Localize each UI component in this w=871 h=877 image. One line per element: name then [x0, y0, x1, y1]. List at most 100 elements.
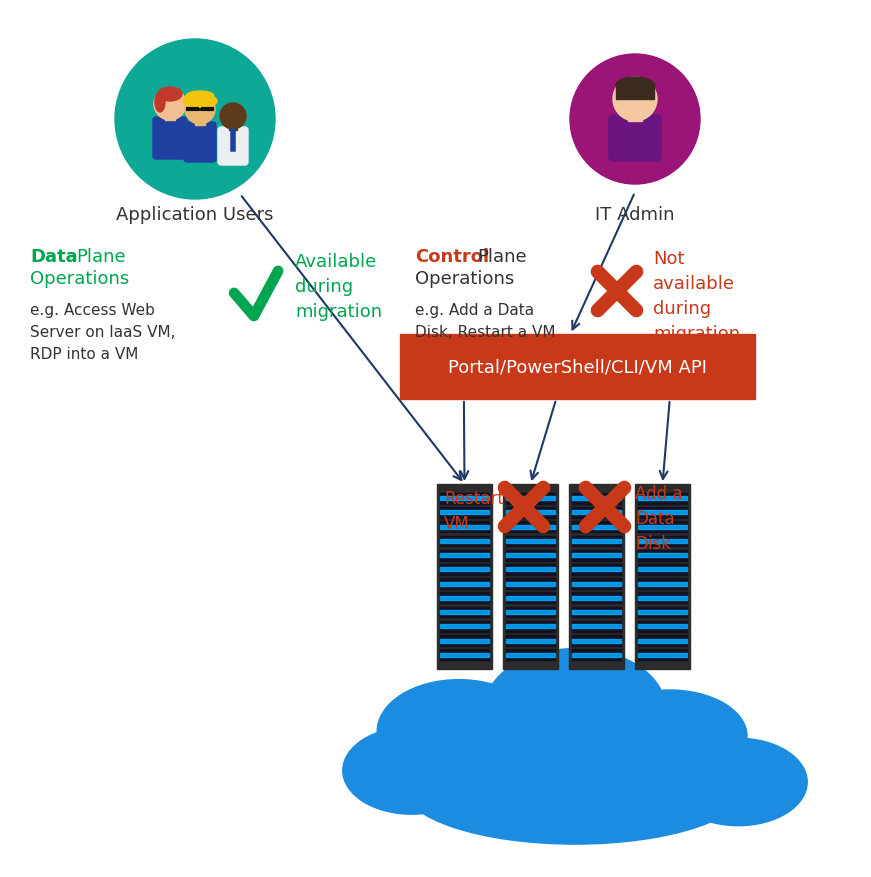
FancyBboxPatch shape — [572, 525, 621, 529]
FancyBboxPatch shape — [572, 522, 621, 532]
Circle shape — [185, 95, 215, 125]
FancyBboxPatch shape — [628, 108, 642, 122]
FancyBboxPatch shape — [441, 596, 489, 600]
FancyBboxPatch shape — [572, 610, 621, 615]
FancyBboxPatch shape — [441, 610, 489, 615]
FancyBboxPatch shape — [441, 579, 489, 589]
Text: Restart
VM: Restart VM — [444, 489, 504, 532]
FancyBboxPatch shape — [506, 582, 555, 586]
Circle shape — [613, 78, 657, 122]
FancyBboxPatch shape — [218, 128, 248, 166]
FancyBboxPatch shape — [638, 582, 686, 586]
FancyBboxPatch shape — [441, 508, 489, 518]
Ellipse shape — [183, 95, 217, 109]
Text: Portal/PowerShell/CLI/VM API: Portal/PowerShell/CLI/VM API — [448, 358, 707, 376]
FancyBboxPatch shape — [572, 650, 621, 660]
FancyBboxPatch shape — [441, 636, 489, 646]
Ellipse shape — [158, 88, 182, 102]
FancyBboxPatch shape — [506, 496, 555, 501]
FancyBboxPatch shape — [441, 582, 489, 586]
FancyBboxPatch shape — [506, 579, 555, 589]
Ellipse shape — [403, 730, 747, 845]
FancyBboxPatch shape — [441, 496, 489, 501]
Circle shape — [220, 103, 246, 130]
Text: Application Users: Application Users — [116, 206, 273, 224]
FancyBboxPatch shape — [400, 335, 755, 400]
FancyBboxPatch shape — [195, 116, 205, 126]
FancyBboxPatch shape — [506, 653, 555, 657]
FancyBboxPatch shape — [441, 553, 489, 558]
Ellipse shape — [484, 649, 665, 768]
FancyBboxPatch shape — [506, 564, 555, 575]
FancyBboxPatch shape — [506, 638, 555, 643]
FancyBboxPatch shape — [441, 564, 489, 575]
FancyBboxPatch shape — [638, 607, 686, 617]
FancyBboxPatch shape — [441, 493, 489, 504]
FancyBboxPatch shape — [638, 564, 686, 575]
Circle shape — [154, 89, 186, 121]
FancyBboxPatch shape — [506, 539, 555, 543]
FancyBboxPatch shape — [638, 536, 686, 546]
FancyBboxPatch shape — [441, 539, 489, 543]
FancyBboxPatch shape — [638, 653, 686, 657]
FancyBboxPatch shape — [572, 607, 621, 617]
FancyBboxPatch shape — [572, 511, 621, 515]
FancyBboxPatch shape — [441, 650, 489, 660]
FancyBboxPatch shape — [572, 624, 621, 629]
FancyBboxPatch shape — [506, 636, 555, 646]
FancyBboxPatch shape — [165, 111, 175, 121]
FancyBboxPatch shape — [638, 610, 686, 615]
FancyBboxPatch shape — [638, 550, 686, 561]
FancyBboxPatch shape — [506, 550, 555, 561]
FancyBboxPatch shape — [441, 550, 489, 561]
FancyBboxPatch shape — [638, 579, 686, 589]
FancyBboxPatch shape — [638, 525, 686, 529]
FancyBboxPatch shape — [572, 539, 621, 543]
FancyBboxPatch shape — [572, 553, 621, 558]
Text: Plane: Plane — [477, 247, 527, 266]
Text: Not
available
during
migration: Not available during migration — [653, 250, 740, 343]
FancyBboxPatch shape — [506, 567, 555, 572]
FancyBboxPatch shape — [635, 484, 690, 669]
FancyBboxPatch shape — [153, 118, 187, 160]
FancyBboxPatch shape — [441, 621, 489, 632]
Text: Add a
Data
Disk: Add a Data Disk — [635, 484, 683, 553]
Text: Operations: Operations — [30, 270, 129, 288]
FancyBboxPatch shape — [638, 621, 686, 632]
FancyBboxPatch shape — [572, 508, 621, 518]
FancyBboxPatch shape — [506, 536, 555, 546]
FancyBboxPatch shape — [506, 508, 555, 518]
FancyBboxPatch shape — [638, 636, 686, 646]
Ellipse shape — [186, 92, 214, 102]
FancyBboxPatch shape — [572, 493, 621, 504]
FancyBboxPatch shape — [638, 553, 686, 558]
Text: Azure Datacenter: Azure Datacenter — [483, 844, 666, 864]
FancyBboxPatch shape — [506, 493, 555, 504]
FancyBboxPatch shape — [441, 536, 489, 546]
FancyBboxPatch shape — [572, 636, 621, 646]
Text: Plane: Plane — [76, 247, 125, 266]
Text: IT Admin: IT Admin — [595, 206, 675, 224]
FancyBboxPatch shape — [506, 610, 555, 615]
FancyBboxPatch shape — [572, 536, 621, 546]
FancyBboxPatch shape — [638, 567, 686, 572]
FancyBboxPatch shape — [229, 122, 237, 131]
FancyBboxPatch shape — [572, 621, 621, 632]
FancyBboxPatch shape — [441, 511, 489, 515]
Ellipse shape — [343, 727, 481, 814]
FancyBboxPatch shape — [572, 567, 621, 572]
FancyBboxPatch shape — [506, 593, 555, 603]
Ellipse shape — [592, 690, 747, 782]
FancyBboxPatch shape — [441, 653, 489, 657]
FancyBboxPatch shape — [638, 493, 686, 504]
FancyBboxPatch shape — [569, 484, 624, 669]
Ellipse shape — [616, 78, 654, 94]
FancyBboxPatch shape — [572, 638, 621, 643]
Text: Control: Control — [415, 247, 490, 266]
FancyBboxPatch shape — [572, 596, 621, 600]
Text: e.g. Access Web
Server on IaaS VM,
RDP into a VM: e.g. Access Web Server on IaaS VM, RDP i… — [30, 303, 175, 362]
Ellipse shape — [670, 738, 807, 826]
Text: e.g. Add a Data
Disk, Restart a VM: e.g. Add a Data Disk, Restart a VM — [415, 303, 556, 339]
FancyBboxPatch shape — [638, 539, 686, 543]
FancyBboxPatch shape — [572, 582, 621, 586]
